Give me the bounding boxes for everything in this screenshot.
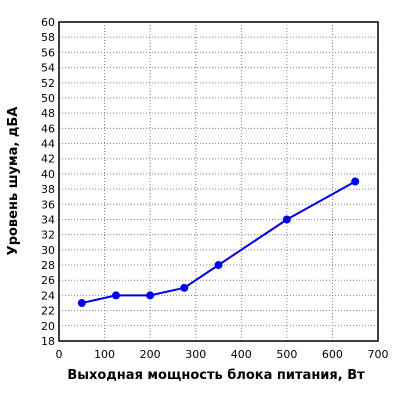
y-tick-label: 32 bbox=[41, 229, 55, 242]
y-tick-label: 22 bbox=[41, 305, 55, 318]
x-tick-label: 400 bbox=[231, 348, 252, 361]
y-tick-label: 18 bbox=[41, 335, 55, 348]
x-tick-label: 0 bbox=[56, 348, 63, 361]
y-tick-label: 38 bbox=[41, 183, 55, 196]
y-tick-label: 34 bbox=[41, 213, 55, 226]
x-axis-tick-labels: 0 100 200 300 400 500 600 700 bbox=[56, 348, 389, 361]
y-tick-label: 56 bbox=[41, 46, 55, 59]
y-tick-label: 58 bbox=[41, 31, 55, 44]
data-point bbox=[180, 283, 189, 292]
data-point bbox=[282, 215, 291, 224]
grid bbox=[59, 22, 378, 341]
x-axis-label: Выходная мощность блока питания, Вт bbox=[67, 368, 365, 383]
data-point bbox=[111, 291, 120, 300]
y-axis-label: Уровень шума, дБА bbox=[6, 107, 21, 256]
data-point bbox=[351, 177, 360, 186]
y-tick-label: 48 bbox=[41, 107, 55, 120]
data-point bbox=[214, 261, 223, 270]
y-tick-label: 30 bbox=[41, 244, 55, 257]
plot-frame bbox=[58, 21, 379, 342]
x-tick-label: 500 bbox=[276, 348, 297, 361]
y-tick-label: 42 bbox=[41, 153, 55, 166]
y-tick-label: 28 bbox=[41, 259, 55, 272]
y-tick-label: 54 bbox=[41, 62, 55, 75]
x-tick-label: 700 bbox=[368, 348, 389, 361]
x-tick-label: 100 bbox=[94, 348, 115, 361]
y-tick-label: 24 bbox=[41, 289, 55, 302]
y-tick-label: 36 bbox=[41, 198, 55, 211]
y-tick-label: 50 bbox=[41, 92, 55, 105]
y-tick-label: 46 bbox=[41, 122, 55, 135]
y-tick-label: 20 bbox=[41, 320, 55, 333]
series bbox=[77, 177, 360, 308]
y-tick-label: 52 bbox=[41, 77, 55, 90]
y-tick-label: 40 bbox=[41, 168, 55, 181]
y-tick-label: 26 bbox=[41, 274, 55, 287]
x-tick-label: 600 bbox=[322, 348, 343, 361]
y-tick-label: 60 bbox=[41, 16, 55, 29]
y-axis-tick-labels: 18 20 22 24 26 28 30 32 34 36 38 40 42 44 46 48 50 52 54 56… bbox=[41, 16, 55, 348]
x-tick-label: 300 bbox=[185, 348, 206, 361]
data-point bbox=[77, 299, 86, 308]
x-tick-label: 200 bbox=[140, 348, 161, 361]
series-line bbox=[81, 180, 356, 304]
data-point bbox=[146, 291, 155, 300]
y-tick-label: 44 bbox=[41, 138, 55, 151]
